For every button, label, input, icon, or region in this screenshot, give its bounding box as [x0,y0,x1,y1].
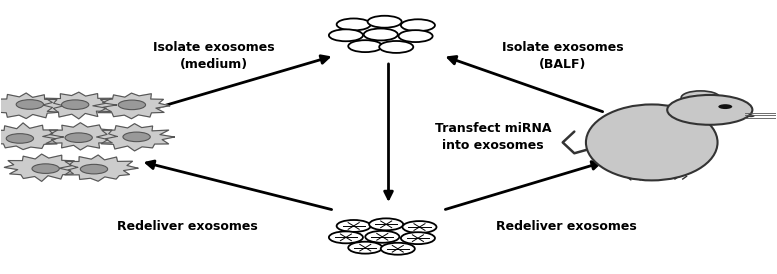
Circle shape [747,115,754,117]
Polygon shape [0,123,63,150]
Polygon shape [92,93,169,119]
Circle shape [32,164,59,173]
Circle shape [80,164,108,174]
Circle shape [329,29,363,41]
Circle shape [65,133,92,142]
Circle shape [118,100,145,110]
Text: Isolate exosomes
(BALF): Isolate exosomes (BALF) [502,41,623,71]
Text: Transfect miRNA
into exosomes: Transfect miRNA into exosomes [435,122,552,152]
Circle shape [364,28,398,41]
Circle shape [61,100,89,109]
Circle shape [336,18,371,30]
Circle shape [348,40,382,52]
Circle shape [399,30,433,42]
Circle shape [348,242,382,254]
Text: Isolate exosomes
(medium): Isolate exosomes (medium) [154,41,275,71]
Circle shape [123,132,150,142]
Polygon shape [43,123,117,150]
Circle shape [381,243,415,255]
Circle shape [667,95,752,125]
Circle shape [402,221,437,233]
Circle shape [365,231,399,243]
Circle shape [689,94,713,102]
Circle shape [681,91,720,104]
Polygon shape [0,93,64,119]
Circle shape [401,232,435,244]
Circle shape [329,231,363,243]
Circle shape [336,220,371,232]
Polygon shape [4,154,78,181]
Circle shape [368,16,402,28]
Circle shape [16,100,44,109]
Circle shape [401,19,435,31]
Text: Redeliver exosomes: Redeliver exosomes [497,220,637,233]
Circle shape [6,134,33,143]
Polygon shape [96,124,174,151]
Circle shape [379,41,413,53]
Ellipse shape [586,104,717,180]
Polygon shape [43,92,117,119]
Polygon shape [59,155,138,181]
Circle shape [369,218,403,230]
Circle shape [718,104,732,109]
Text: Redeliver exosomes: Redeliver exosomes [117,220,258,233]
